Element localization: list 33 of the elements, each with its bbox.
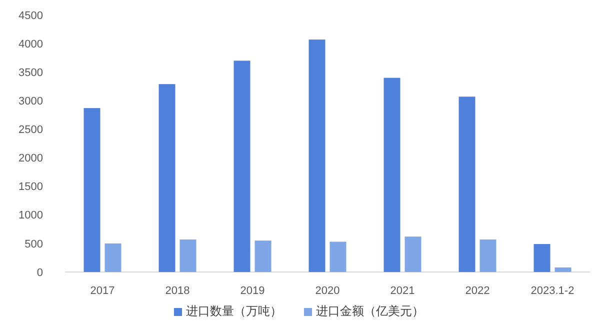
bar	[158, 84, 176, 272]
y-tick-label: 0	[36, 266, 43, 279]
y-tick-label: 3500	[18, 66, 43, 79]
y-tick-label: 4000	[18, 38, 43, 50]
legend-label: 进口金额（亿美元）	[316, 304, 424, 318]
x-tick-label: 2019	[240, 285, 265, 297]
bar	[308, 40, 326, 272]
y-tick-label: 4500	[18, 10, 43, 22]
y-tick-label: 3000	[18, 96, 43, 108]
y-tick-label: 2000	[18, 152, 43, 165]
x-tick-label: 2021	[390, 285, 415, 297]
bar	[330, 242, 346, 272]
y-tick-label: 2500	[18, 124, 43, 136]
y-tick-label: 1500	[18, 181, 43, 194]
bar	[104, 243, 122, 272]
x-tick-label: 2022	[465, 285, 490, 297]
x-tick-label: 2018	[165, 285, 190, 297]
bar	[480, 239, 496, 272]
bar	[180, 239, 196, 272]
bar	[458, 96, 476, 272]
y-tick-label: 500	[24, 238, 43, 250]
bar	[384, 78, 400, 272]
x-tick-label: 2023.1-2	[530, 285, 574, 297]
bar	[534, 244, 550, 272]
bar	[234, 60, 250, 272]
bar	[254, 240, 272, 272]
bar	[554, 267, 572, 272]
bar	[404, 236, 422, 272]
x-tick-label: 2017	[90, 285, 115, 297]
bar	[84, 108, 100, 272]
y-tick-label: 1000	[18, 210, 43, 222]
x-tick-label: 2020	[315, 285, 340, 297]
legend-label: 进口数量（万吨）	[186, 304, 282, 318]
